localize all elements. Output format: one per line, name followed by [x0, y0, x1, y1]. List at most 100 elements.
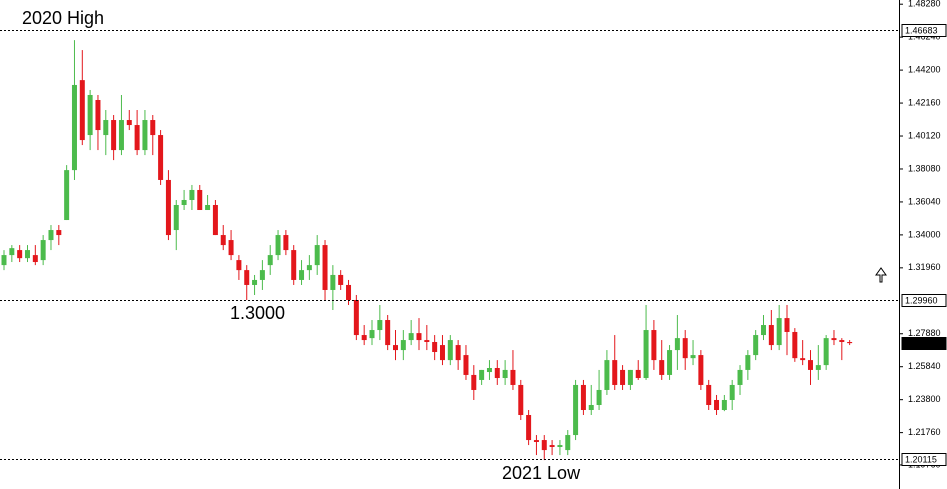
candle-body	[416, 333, 422, 341]
candle-body	[839, 340, 845, 342]
candle-body	[126, 120, 132, 126]
candle-body	[330, 274, 336, 290]
candle-body	[103, 120, 109, 136]
y-tick-label: 1.27880	[908, 328, 941, 338]
y-tick-label: 1.25840	[908, 361, 941, 371]
candle-body	[189, 189, 195, 200]
up-arrow-icon	[875, 267, 887, 283]
candle-body	[299, 270, 305, 280]
candle-body	[541, 440, 547, 451]
candle-body	[150, 120, 156, 136]
price-label: 1.29960	[905, 295, 938, 305]
candle-body	[244, 270, 250, 285]
y-tick-label: 1.40120	[908, 130, 941, 140]
candle-body	[439, 345, 445, 361]
annotation: 2020 High	[22, 8, 104, 28]
candle-body	[197, 189, 203, 211]
candle-body	[228, 240, 234, 256]
candle-body	[79, 80, 85, 141]
candle-body	[314, 245, 320, 266]
candle-body	[604, 360, 610, 390]
candle-body	[181, 199, 187, 206]
candle-body	[776, 318, 782, 346]
candle-body	[494, 368, 500, 379]
candle-body	[173, 205, 179, 231]
candle-body	[267, 255, 273, 266]
price-label-box	[901, 24, 947, 37]
candle-body	[768, 325, 774, 346]
candle-body	[729, 384, 735, 400]
candle-body	[557, 445, 563, 447]
candle-body	[205, 205, 211, 211]
candle-body	[87, 94, 93, 136]
candle-body	[236, 260, 242, 271]
candle-body	[118, 120, 124, 151]
candle-body	[361, 335, 367, 341]
candle-body	[369, 330, 375, 339]
candle-body	[620, 369, 626, 385]
candle-body	[471, 374, 477, 390]
candle-body	[674, 338, 680, 351]
candle-body	[56, 230, 62, 236]
candle-body	[220, 235, 226, 246]
candle-body	[510, 369, 516, 385]
candle-body	[24, 250, 30, 259]
candle-body	[565, 435, 571, 451]
candle-body	[651, 330, 657, 361]
candle-body	[698, 355, 704, 385]
candle-body	[259, 270, 265, 280]
candle-body	[518, 384, 524, 416]
candle-body	[400, 340, 406, 351]
annotation: 2021 Low	[502, 463, 581, 483]
y-tick-label: 1.42160	[908, 97, 941, 107]
candle-body	[353, 299, 359, 336]
y-tick-label: 1.48280	[908, 0, 941, 9]
candle-body	[1, 255, 7, 266]
candle-body	[800, 358, 806, 361]
candle-body	[627, 369, 633, 385]
candle-body	[596, 389, 602, 405]
candle-body	[753, 335, 759, 356]
candle-body	[815, 365, 821, 370]
candle-body	[393, 345, 398, 351]
candle-body	[831, 338, 837, 341]
candle-body	[588, 404, 594, 411]
candle-body	[682, 338, 688, 359]
candle-body	[306, 265, 312, 271]
candle-body	[48, 230, 54, 241]
candle-body	[745, 355, 751, 370]
candle-body	[643, 330, 649, 379]
candle-body	[533, 440, 539, 442]
candle-body	[212, 205, 218, 236]
candle-body	[385, 320, 391, 346]
candle-body	[502, 369, 508, 379]
price-label-box	[901, 337, 947, 350]
candle-body	[252, 279, 258, 285]
annotation: 1.3000	[230, 303, 285, 323]
candle-body	[424, 340, 430, 342]
candle-body	[377, 320, 383, 331]
candle-body	[635, 369, 641, 379]
candle-body	[338, 274, 344, 285]
price-label-box	[901, 294, 947, 307]
price-label: 1.46683	[905, 25, 938, 35]
y-tick-label: 1.34000	[908, 229, 941, 239]
candle-body	[64, 170, 70, 221]
y-tick-label: 1.36040	[908, 196, 941, 206]
candle-body	[275, 235, 281, 256]
candle-body	[165, 179, 171, 236]
candle-body	[479, 369, 485, 380]
candle-body	[40, 240, 46, 261]
price-label-box	[901, 453, 947, 466]
candle-body	[322, 245, 328, 290]
candle-body	[549, 445, 555, 447]
candle-body	[408, 333, 414, 341]
candle-body	[792, 331, 798, 359]
candle-body	[526, 415, 532, 441]
candle-body	[823, 338, 829, 366]
candle-body	[784, 318, 790, 332]
candle-body	[291, 250, 297, 280]
candle-body	[9, 248, 15, 256]
